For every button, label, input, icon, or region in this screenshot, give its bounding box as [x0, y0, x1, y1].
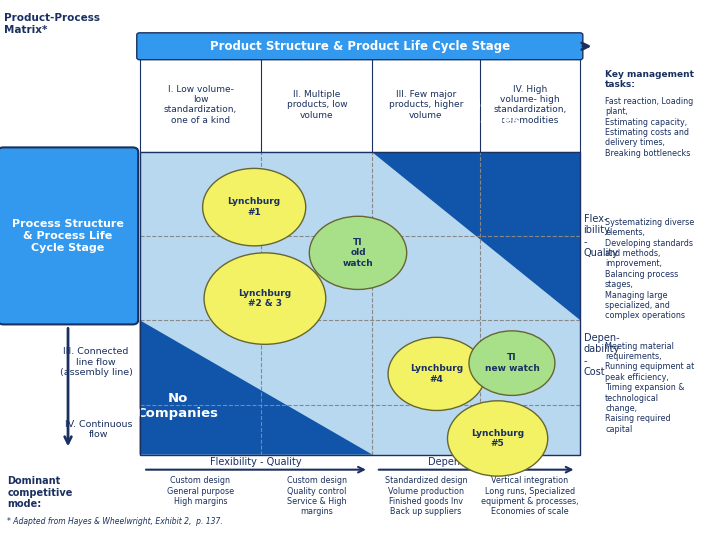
Circle shape — [448, 401, 548, 476]
Circle shape — [469, 331, 555, 395]
Text: Custom design
General purpose
High margins: Custom design General purpose High margi… — [167, 476, 234, 506]
Text: Fast reaction, Loading
plant,
Estimating capacity,
Estimating costs and
delivery: Fast reaction, Loading plant, Estimating… — [605, 97, 693, 158]
Text: Dominant
competitive
mode:: Dominant competitive mode: — [7, 476, 72, 509]
Text: Product-Process
Matrix*: Product-Process Matrix* — [4, 13, 100, 35]
Circle shape — [388, 337, 485, 410]
Text: Product Structure & Product Life Cycle Stage: Product Structure & Product Life Cycle S… — [210, 40, 510, 53]
Text: Key management
tasks:: Key management tasks: — [605, 70, 694, 89]
Text: Flex-
ibility
-
Quality: Flex- ibility - Quality — [584, 214, 619, 258]
Text: Vertical integration
Long runs, Specialized
equipment & processes,
Economies of : Vertical integration Long runs, Speciali… — [481, 476, 579, 516]
Text: Custom design
Quality control
Service & High
margins: Custom design Quality control Service & … — [287, 476, 347, 516]
Circle shape — [203, 168, 306, 246]
Text: Flexibility - Quality: Flexibility - Quality — [211, 457, 301, 467]
Text: Systematizing diverse
elements,
Developing standards
and methods,
improvement,
B: Systematizing diverse elements, Developi… — [605, 218, 695, 321]
Text: No
Companies: No Companies — [137, 392, 218, 420]
Text: Lynchburg
#1: Lynchburg #1 — [228, 197, 281, 217]
Text: Dependability -Cost: Dependability -Cost — [428, 457, 524, 467]
Text: I. Low volume-
low
standardization,
one of a kind: I. Low volume- low standardization, one … — [164, 84, 237, 125]
Text: III. Connected
line flow
(assembly line): III. Connected line flow (assembly line) — [59, 348, 132, 377]
Text: II. Multiple
products, low
volume: II. Multiple products, low volume — [286, 90, 347, 119]
Circle shape — [309, 216, 407, 289]
Text: No
Companies: No Companies — [439, 99, 521, 127]
Text: IV. Continuous
flow: IV. Continuous flow — [65, 420, 132, 440]
Circle shape — [204, 253, 326, 344]
Text: Lynchburg
#4: Lynchburg #4 — [410, 364, 463, 384]
Text: II. Disconnected
line flow
(batch): II. Disconnected line flow (batch) — [57, 263, 132, 293]
Text: TI
old
watch: TI old watch — [343, 238, 373, 268]
Text: Standardized design
Volume production
Finished goods Inv
Back up suppliers: Standardized design Volume production Fi… — [384, 476, 468, 516]
Text: Meeting material
requirements,
Running equipment at
peak efficiency,
Timing expa: Meeting material requirements, Running e… — [605, 342, 695, 434]
Bar — [140, 152, 580, 455]
Text: III. Few major
products, higher
volume: III. Few major products, higher volume — [389, 90, 463, 119]
Bar — [140, 152, 580, 455]
FancyBboxPatch shape — [0, 147, 138, 324]
Polygon shape — [140, 320, 372, 455]
Text: Process Structure
& Process Life
Cycle Stage: Process Structure & Process Life Cycle S… — [12, 220, 124, 252]
Text: TI
new watch: TI new watch — [485, 353, 539, 373]
Text: IV. High
volume- high
standardization,
commodities: IV. High volume- high standardization, c… — [493, 84, 566, 125]
Polygon shape — [372, 152, 580, 320]
Text: I. Jumbled flow
(job shop): I. Jumbled flow (job shop) — [63, 184, 132, 203]
FancyBboxPatch shape — [137, 33, 583, 60]
Text: Depen-
dability
-
Cost: Depen- dability - Cost — [584, 332, 620, 378]
Text: Lynchburg
#5: Lynchburg #5 — [471, 429, 524, 448]
Text: * Adapted from Hayes & Wheelwright, Exhibit 2,  p. 137.: * Adapted from Hayes & Wheelwright, Exhi… — [7, 517, 223, 526]
Bar — [140, 58, 580, 152]
Text: Lynchburg
#2 & 3: Lynchburg #2 & 3 — [238, 289, 291, 308]
